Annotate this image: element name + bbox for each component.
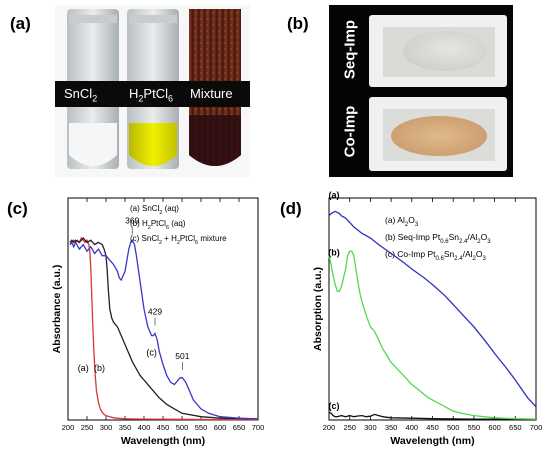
c-legend-c: (c) SnCl2 + H2PtCl6 mixture xyxy=(130,234,227,246)
peak-label-1: 429 xyxy=(148,307,162,317)
x-tick-label: 400 xyxy=(138,423,151,432)
x-axis-label: Wavelength (nm) xyxy=(390,435,474,447)
boat-photo: Seq-Imp Co-Imp xyxy=(329,5,513,177)
series-line-1 xyxy=(69,237,259,420)
x-tick-label: 300 xyxy=(100,423,113,432)
curve-label-0: (a) xyxy=(328,190,339,200)
peak-label-2: 501 xyxy=(175,351,189,361)
x-tick-label: 400 xyxy=(406,423,419,432)
x-tick-label: 600 xyxy=(488,423,501,432)
peak-label-0: 369 xyxy=(125,216,139,226)
panel-label-c: (c) xyxy=(7,199,28,218)
curve-label-0: (a) xyxy=(78,363,89,373)
x-tick-label: 700 xyxy=(530,423,543,432)
boat-photo-image xyxy=(329,5,513,177)
x-tick-label: 550 xyxy=(195,423,208,432)
tube-photo: SnCl2 H2PtCl6 Mixture xyxy=(55,5,250,177)
series-line-2 xyxy=(69,238,259,420)
y-axis-label: Absorbance (a.u.) xyxy=(51,265,63,354)
x-tick-label: 250 xyxy=(343,423,356,432)
tube-label-sncl2: SnCl2 xyxy=(64,86,98,104)
x-tick-label: 650 xyxy=(233,423,246,432)
x-tick-label: 500 xyxy=(447,423,460,432)
chart-d: 200 250 300 350 400 450 500 550 600 650 700 Wavelen… xyxy=(312,190,543,447)
c-legend-b: (b) H2PtCl6 (aq) xyxy=(130,219,186,231)
panel-label-a: (a) xyxy=(10,14,31,33)
series-line-0 xyxy=(328,411,536,420)
panel-label-d: (d) xyxy=(280,199,302,218)
curve-label-2: (c) xyxy=(328,401,339,411)
chart-c: 200 250 300 350 400 450 500 550 600 650 700 Wavelen… xyxy=(51,197,265,447)
tube-label-mixture: Mixture xyxy=(190,86,233,101)
c-legend-a: (a) SnCl2 (aq) xyxy=(130,204,179,216)
series-line-1 xyxy=(328,250,537,420)
x-tick-label: 450 xyxy=(426,423,439,432)
y-axis-label: Absorption (a.u.) xyxy=(312,267,324,351)
x-axis-label: Wavelength (nm) xyxy=(121,435,205,447)
x-tick-label: 200 xyxy=(323,423,336,432)
x-tick-label: 350 xyxy=(119,423,132,432)
x-tick-label: 300 xyxy=(364,423,377,432)
d-legend-a: (a) Al2O3 xyxy=(385,215,419,228)
d-legend-c: (c) Co-Imp Pt0.6Sn2.4/Al2O3 xyxy=(385,249,487,262)
x-tick-label: 650 xyxy=(509,423,522,432)
series-line-0 xyxy=(69,236,258,421)
x-tick-label: 450 xyxy=(157,423,170,432)
d-legend-b: (b) Seq-Imp Pt0.6Sn2.4/Al2O3 xyxy=(385,232,491,245)
tube-label-h2ptcl6: H2PtCl6 xyxy=(129,86,173,104)
panel-label-b: (b) xyxy=(287,14,309,33)
x-tick-label: 500 xyxy=(176,423,189,432)
x-tick-label: 550 xyxy=(468,423,481,432)
x-tick-label: 700 xyxy=(252,423,265,432)
series-line-2 xyxy=(328,210,537,408)
curve-label-1: (b) xyxy=(328,248,340,258)
curve-label-1: (b) xyxy=(94,363,105,373)
tube-photo-image xyxy=(55,5,250,177)
x-tick-label: 600 xyxy=(214,423,227,432)
boat-label-seq-imp: Seq-Imp xyxy=(341,19,359,80)
curve-label-2: (c) xyxy=(146,348,157,358)
boat-label-co-imp: Co-Imp xyxy=(341,105,359,158)
x-tick-label: 350 xyxy=(385,423,398,432)
x-tick-label: 200 xyxy=(62,423,75,432)
x-tick-label: 250 xyxy=(81,423,94,432)
